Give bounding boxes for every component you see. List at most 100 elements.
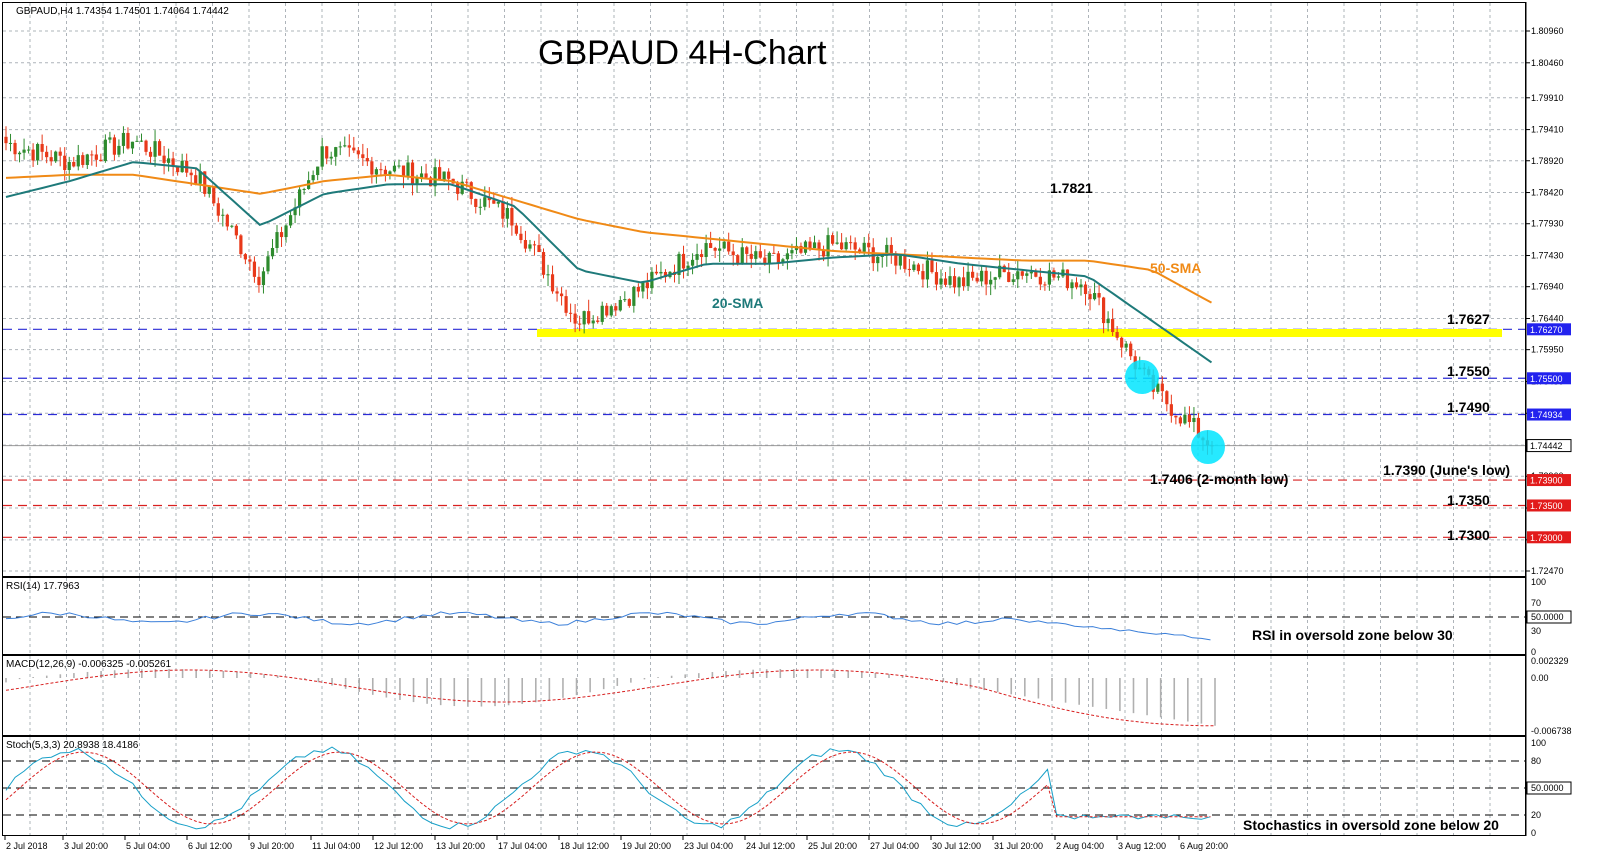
candle-body bbox=[939, 278, 943, 285]
candle-body bbox=[248, 259, 252, 262]
lvl-7490-label: 1.7490 bbox=[1447, 399, 1490, 415]
candle-body bbox=[465, 181, 469, 183]
price-tick-label: 1.78420 bbox=[1531, 188, 1564, 198]
candle-body bbox=[203, 171, 207, 194]
rsi-line bbox=[5, 611, 1211, 641]
candle-body bbox=[564, 296, 568, 313]
candle-body bbox=[302, 188, 306, 190]
candle-body bbox=[1156, 383, 1160, 392]
stoch-tick-label: 20 bbox=[1531, 810, 1541, 820]
highlight-circle-1 bbox=[1125, 360, 1159, 394]
candle-body bbox=[569, 312, 573, 314]
candle-body bbox=[844, 242, 848, 250]
candle-body bbox=[230, 225, 234, 227]
candle-body bbox=[293, 207, 297, 216]
rsi-note: RSI in oversold zone below 30 bbox=[1252, 627, 1453, 643]
time-tick-label: 9 Jul 20:00 bbox=[250, 841, 294, 851]
candle-body bbox=[496, 201, 500, 204]
candle-body bbox=[993, 277, 997, 280]
price-tag bbox=[1527, 323, 1571, 336]
lvl-7406-label: 1.7406 (2-month low) bbox=[1150, 471, 1288, 487]
candle-body bbox=[81, 155, 85, 165]
candle-body bbox=[45, 151, 49, 158]
candle-body bbox=[442, 171, 446, 180]
candle-body bbox=[383, 169, 388, 175]
candle-body bbox=[22, 149, 26, 153]
candle-body bbox=[401, 165, 406, 177]
macd-header: MACD(12,26,9) -0.006325 -0.005261 bbox=[6, 659, 172, 670]
candle-body bbox=[862, 242, 866, 252]
candle-body bbox=[225, 214, 229, 227]
time-tick-label: 27 Jul 04:00 bbox=[870, 841, 919, 851]
candle-body bbox=[85, 154, 89, 165]
candle-body bbox=[763, 257, 767, 264]
candle-body bbox=[776, 253, 780, 263]
candle-body bbox=[971, 271, 975, 278]
candle-body bbox=[374, 169, 378, 175]
candle-body bbox=[63, 155, 67, 171]
candle-body bbox=[627, 299, 631, 306]
candle-body bbox=[989, 279, 993, 285]
highlight-circle-2 bbox=[1191, 430, 1225, 464]
price-axis: 1.80960 1.80460 1.79910 1.79410 1.78920 1.784… bbox=[1525, 0, 1623, 857]
candle-body bbox=[632, 286, 636, 306]
candle-body bbox=[1097, 293, 1101, 298]
price-tag bbox=[1527, 531, 1571, 544]
rsi-header: RSI(14) 17.7963 bbox=[6, 581, 80, 592]
candle-body bbox=[162, 155, 166, 163]
candle-body bbox=[740, 247, 744, 264]
support-zone bbox=[537, 329, 1502, 337]
candle-body bbox=[1169, 404, 1173, 416]
candle-body bbox=[903, 255, 907, 269]
candle-body bbox=[352, 147, 356, 151]
candle-body bbox=[912, 264, 916, 271]
candle-body bbox=[99, 159, 103, 162]
candle-body bbox=[550, 274, 555, 292]
price-tick-label: 1.76440 bbox=[1531, 313, 1564, 323]
chart-title: GBPAUD 4H-Chart bbox=[538, 34, 827, 72]
lvl-7550-label: 1.7550 bbox=[1447, 363, 1490, 379]
candle-body bbox=[424, 173, 428, 178]
time-tick-label: 24 Jul 12:00 bbox=[746, 841, 795, 851]
time-tick-label: 11 Jul 04:00 bbox=[312, 841, 360, 851]
candle-body bbox=[541, 252, 546, 275]
candle-body bbox=[1029, 271, 1033, 274]
candle-body bbox=[758, 251, 762, 258]
candle-body bbox=[356, 150, 360, 155]
candle-body bbox=[329, 156, 333, 159]
time-tick-label: 23 Jul 04:00 bbox=[684, 841, 733, 851]
candle-body bbox=[103, 139, 107, 162]
candle-body bbox=[67, 161, 71, 171]
candle-body bbox=[830, 235, 835, 244]
lvl-7390-label: 1.7390 (June's low) bbox=[1383, 462, 1510, 478]
candle-body bbox=[410, 162, 415, 185]
candle-body bbox=[112, 137, 117, 155]
price-tag bbox=[1527, 474, 1571, 487]
candle-body bbox=[31, 149, 35, 161]
candle-body bbox=[654, 271, 659, 274]
candle-body bbox=[898, 255, 902, 266]
candle-body bbox=[388, 171, 392, 175]
candle-body bbox=[1074, 282, 1079, 288]
macd-tick-label: 0.00 bbox=[1531, 673, 1549, 683]
lvl-7627-label: 1.7627 bbox=[1447, 311, 1490, 327]
candle-body bbox=[216, 203, 220, 216]
price-tag-label: 1.74934 bbox=[1530, 410, 1563, 420]
candle-body bbox=[13, 142, 17, 155]
candle-body bbox=[121, 132, 126, 146]
candle-body bbox=[514, 225, 519, 234]
candle-body bbox=[618, 299, 622, 311]
candle-body bbox=[397, 165, 401, 167]
time-tick-label: 12 Jul 12:00 bbox=[374, 841, 423, 851]
macd-tick-label: -0.006738 bbox=[1531, 726, 1572, 736]
rsi-tick-label: 50.0000 bbox=[1531, 612, 1564, 622]
sma50-line bbox=[5, 173, 1212, 304]
rsi-tick-label: 30 bbox=[1531, 626, 1541, 636]
price-tag-label: 1.76270 bbox=[1530, 325, 1563, 335]
stoch-k-line bbox=[5, 746, 1211, 830]
candle-body bbox=[1187, 414, 1192, 423]
stoch-tick-label: 0 bbox=[1531, 828, 1536, 838]
candle-body bbox=[257, 276, 261, 286]
candle-body bbox=[934, 272, 939, 285]
stoch-tick-label: 100 bbox=[1531, 738, 1546, 748]
